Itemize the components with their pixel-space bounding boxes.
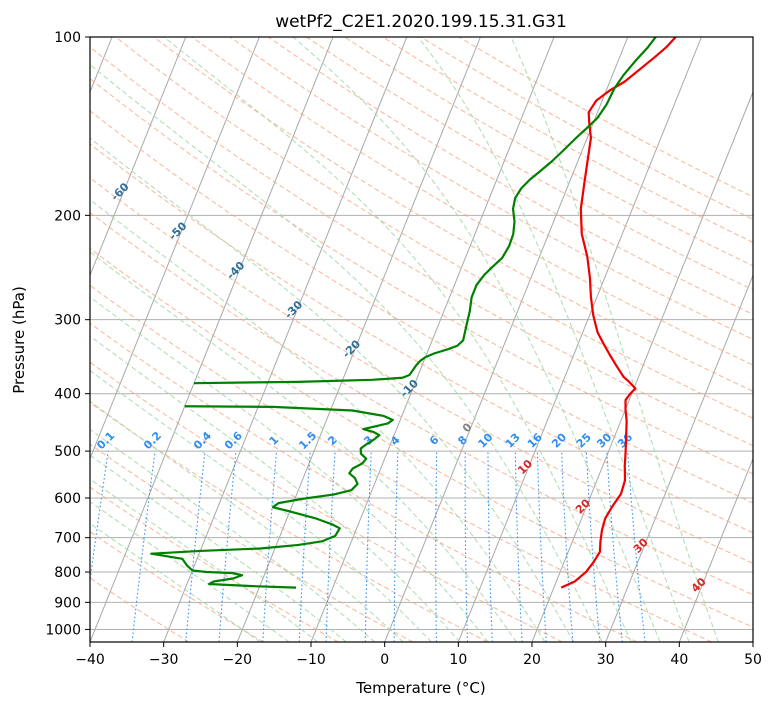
- x-axis-ticks: −40 −30 −20 −10 0 10 20 30 40 50: [75, 642, 762, 668]
- x-tick-label: −30: [149, 652, 179, 668]
- sounding-series: [150, 37, 677, 589]
- temperature-line: [560, 37, 677, 589]
- dry-adiabat: [153, 37, 753, 392]
- x-axis-title: Temperature (°C): [355, 679, 485, 697]
- moist-adiabat-lines: [90, 37, 719, 642]
- isotherm-line: [236, 37, 481, 642]
- y-tick-label: 500: [54, 444, 81, 460]
- isotherm-line: [605, 273, 753, 642]
- isotherm-line: [163, 37, 408, 642]
- moist-adiabat: [90, 500, 290, 642]
- dewpoint-line: [150, 405, 394, 589]
- mixing-ratio-lines: [90, 451, 646, 642]
- moist-adiabat: [90, 137, 575, 642]
- isotherm-line: [384, 37, 629, 642]
- moist-adiabat: [90, 428, 376, 642]
- mixing-ratio-line: [606, 451, 623, 642]
- dry-adiabat: [90, 361, 563, 642]
- dry-adiabat: [90, 531, 264, 642]
- isotherm-line: [531, 90, 753, 642]
- dry-adiabat: [90, 284, 712, 642]
- y-tick-label: 1000: [45, 622, 81, 638]
- mixing-ratio-line: [585, 451, 601, 642]
- moist-adiabat: [90, 198, 546, 642]
- dry-adiabat: [268, 37, 753, 315]
- x-tick-label: −40: [75, 652, 105, 668]
- mixing-ratio-line: [185, 451, 206, 642]
- isotherm-line: [90, 37, 334, 642]
- x-tick-label: −20: [223, 652, 253, 668]
- chart-title: wetPf2_C2E1.2020.199.15.31.G31: [275, 12, 567, 32]
- x-tick-label: −10: [296, 652, 326, 668]
- y-axis-ticks: 100 200 300 400 500 600 700 800 900 1000: [45, 30, 90, 638]
- dry-adiabat: [90, 401, 488, 642]
- moist-adiabat: [90, 400, 404, 642]
- dry-adiabat: [90, 211, 753, 596]
- moist-adiabat: [291, 37, 661, 642]
- dry-adiabat-lines: [90, 37, 753, 642]
- plot-area: -100-90-80-70-60-50-40-30-20-10010203040…: [90, 37, 753, 642]
- dry-adiabat: [90, 322, 638, 642]
- x-tick-label: 40: [670, 652, 688, 668]
- y-tick-label: 300: [54, 313, 81, 329]
- y-tick-label: 900: [54, 595, 81, 611]
- isotherm-line: [90, 37, 187, 277]
- moist-adiabat: [90, 63, 603, 642]
- y-axis-title: Pressure (hPa): [10, 286, 28, 394]
- mixing-ratio-line: [218, 451, 237, 642]
- isotherm-line: [457, 37, 702, 642]
- y-tick-label: 700: [54, 531, 81, 547]
- y-tick-label: 100: [54, 30, 81, 46]
- moist-adiabat: [90, 522, 261, 642]
- plot-frame: [89, 36, 754, 643]
- x-tick-label: 50: [744, 652, 762, 668]
- dry-adiabat: [229, 37, 753, 341]
- y-tick-label: 800: [54, 565, 81, 581]
- y-tick-label: 600: [54, 491, 81, 507]
- moist-adiabat: [90, 369, 432, 642]
- moist-adiabat: [510, 37, 719, 642]
- x-tick-label: 10: [449, 652, 467, 668]
- moist-adiabat: [90, 251, 517, 642]
- dewpoint-line-upper: [193, 37, 657, 385]
- x-tick-label: 20: [523, 652, 541, 668]
- mixing-ratio-line: [90, 451, 109, 585]
- mixing-ratio-line: [627, 451, 646, 642]
- dry-adiabat: [90, 247, 753, 628]
- moist-adiabat: [90, 454, 347, 642]
- moist-adiabat: [90, 478, 319, 642]
- dry-adiabat: [90, 143, 753, 534]
- moist-adiabat: [90, 335, 461, 642]
- y-tick-label: 200: [54, 208, 81, 224]
- isotherm-line: [90, 37, 260, 461]
- mixing-ratio-line: [131, 451, 156, 642]
- x-tick-label: 0: [380, 652, 389, 668]
- dry-adiabat: [90, 486, 339, 642]
- isotherm-line: [678, 457, 753, 642]
- dry-adiabat: [90, 77, 753, 475]
- dry-adiabat: [90, 177, 753, 564]
- dry-adiabat: [90, 110, 753, 504]
- dry-adiabat: [191, 37, 753, 366]
- moist-adiabat: [163, 37, 632, 642]
- y-tick-label: 400: [54, 387, 81, 403]
- x-tick-label: 30: [597, 652, 615, 668]
